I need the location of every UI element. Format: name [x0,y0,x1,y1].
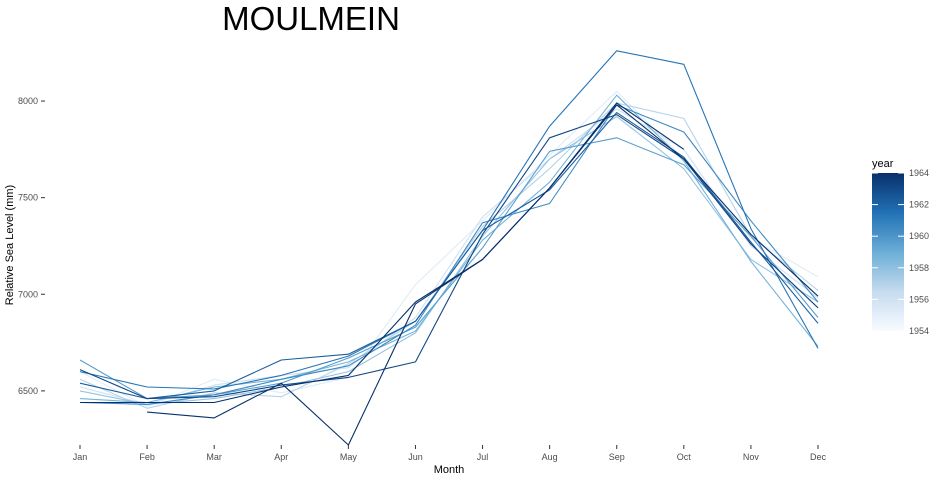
legend-tick-label: 1964 [909,168,929,178]
series-line-1963 [79,114,819,400]
series-line-1964 [80,104,819,404]
legend-tick-label: 1960 [909,231,929,241]
legend-tick-label: 1958 [909,263,929,273]
series-line-1955 [79,108,819,405]
y-tick-label: 8000 [18,96,38,106]
legend-tick-label: 1954 [909,326,929,336]
series-line-1958 [79,94,819,404]
series-line-1964 [147,102,685,446]
x-axis: Jan Feb Mar Apr May Jun Jul Aug Sep Oct Nov Dec [73,445,827,462]
x-tick-label: Jan [73,452,88,462]
x-tick-label: May [340,452,358,462]
legend: year 1954 1956 1958 1960 1962 1964 [872,158,929,336]
y-tick-label: 7000 [18,289,38,299]
x-tick-label: Dec [810,452,827,462]
x-axis-title: Month [434,464,465,476]
x-tick-label: Oct [677,452,692,462]
x-tick-label: Aug [542,452,558,462]
y-axis-title: Relative Sea Level (mm) [4,185,16,305]
y-axis: 6500 7000 7500 8000 [18,96,45,396]
series-line-1962 [79,112,819,400]
x-tick-label: Sep [609,452,625,462]
legend-title: year [872,158,894,170]
series-line-1954 [79,90,819,407]
series-line-1956 [79,102,819,409]
x-tick-label: Nov [743,452,760,462]
x-tick-label: Jul [477,452,489,462]
x-tick-label: Mar [206,452,222,462]
legend-colorbar [872,173,904,331]
legend-tick-label: 1962 [909,200,929,210]
legend-tick-label: 1956 [909,294,929,304]
legend-ticks: 1954 1956 1958 1960 1962 1964 [872,168,929,336]
series-line-1957 [79,115,819,405]
series-line-1960 [79,104,819,405]
y-tick-label: 6500 [18,386,38,396]
x-tick-label: Jun [408,452,423,462]
chart-title: MOULMEIN [222,0,400,37]
x-tick-label: Apr [274,452,288,462]
y-tick-label: 7500 [18,193,38,203]
x-tick-label: Feb [139,452,155,462]
series-line-1961 [79,50,819,390]
series-line-1959 [79,137,819,400]
plot-lines [79,50,819,446]
